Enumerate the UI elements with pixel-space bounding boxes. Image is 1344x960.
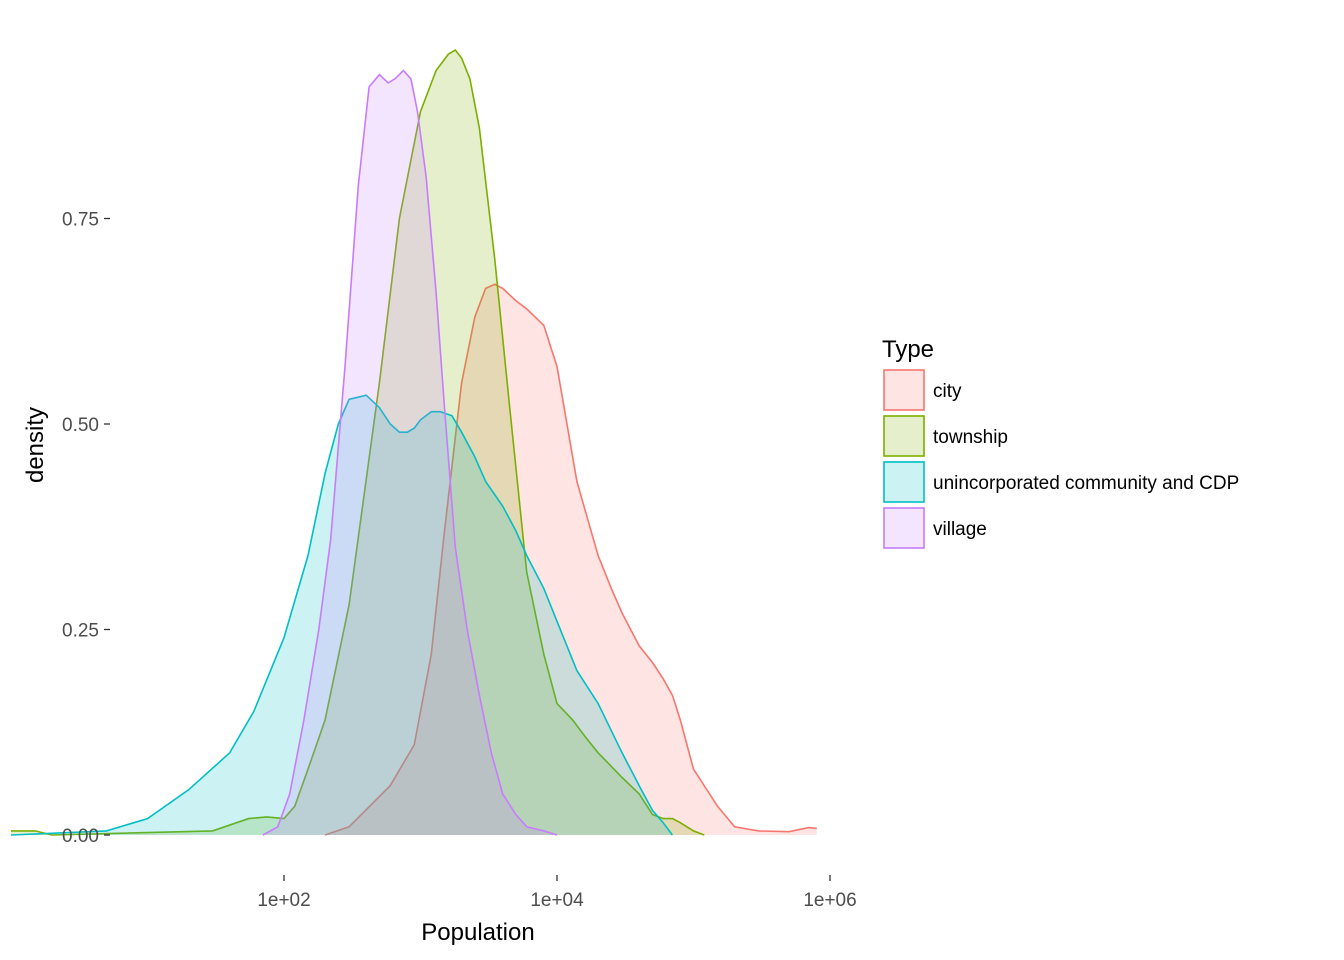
density-area-3 [262,70,557,835]
y-tick-label-1: 0.25 [62,621,99,642]
legend-title: Type [882,336,934,363]
legend-key-2 [883,461,925,503]
density-line-3 [262,69,558,836]
legend-label-3: village [933,519,987,540]
legend-key-3 [883,507,925,549]
legend-key-0 [883,369,925,411]
axes: Population density 0.00 0.25 0.50 0.75 1e+02… [22,210,857,947]
y-axis-title: density [22,407,49,483]
x-tick-label-1: 1e+04 [530,890,584,911]
density-line-2 [10,394,674,836]
density-area-2 [11,395,673,835]
legend-label-0: city [933,381,962,402]
density-line-0 [324,283,817,836]
y-tick-label-0: 0.00 [62,826,99,847]
legend-label-1: township [933,427,1008,448]
plot-area [10,48,817,836]
density-area-1 [11,50,705,835]
y-tick-label-3: 0.75 [62,210,99,231]
x-tick-label-2: 1e+06 [803,890,856,911]
legend-key-1 [883,415,925,457]
legend-label-2: unincorporated community and CDP [933,473,1239,494]
y-tick-label-2: 0.50 [62,415,99,436]
x-axis-title: Population [421,919,534,946]
x-tick-label-0: 1e+02 [257,890,310,911]
legend: Type city township unincorporated communit… [882,336,1239,549]
density-area-0 [325,284,817,835]
